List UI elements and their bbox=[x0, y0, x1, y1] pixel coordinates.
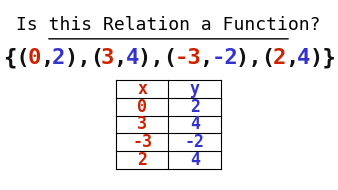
Text: ,: , bbox=[113, 48, 127, 68]
Text: 2: 2 bbox=[273, 48, 286, 68]
Text: 4: 4 bbox=[190, 116, 200, 134]
Text: Is this Relation a Function?: Is this Relation a Function? bbox=[16, 16, 321, 34]
Text: 4: 4 bbox=[297, 48, 311, 68]
Text: 4: 4 bbox=[126, 48, 139, 68]
Text: ),(: ),( bbox=[64, 48, 104, 68]
Text: ,: , bbox=[40, 48, 53, 68]
Text: 2: 2 bbox=[137, 151, 147, 169]
Text: ,: , bbox=[199, 48, 213, 68]
Text: 4: 4 bbox=[190, 151, 200, 169]
Text: x: x bbox=[137, 80, 147, 98]
Text: {(: {( bbox=[3, 47, 30, 68]
Text: ,: , bbox=[285, 48, 298, 68]
Text: ),(: ),( bbox=[138, 48, 178, 68]
Text: 2: 2 bbox=[52, 48, 66, 68]
Text: -3: -3 bbox=[175, 48, 201, 68]
Text: y: y bbox=[190, 80, 200, 98]
Text: -2: -2 bbox=[185, 133, 205, 151]
Text: 0: 0 bbox=[28, 48, 41, 68]
Text: 3: 3 bbox=[101, 48, 115, 68]
Text: -3: -3 bbox=[132, 133, 152, 151]
Text: 2: 2 bbox=[190, 98, 200, 116]
Text: 3: 3 bbox=[137, 116, 147, 134]
Text: ),(: ),( bbox=[236, 48, 276, 68]
Text: 0: 0 bbox=[137, 98, 147, 116]
Text: )}: )} bbox=[309, 47, 336, 68]
Text: -2: -2 bbox=[211, 48, 238, 68]
